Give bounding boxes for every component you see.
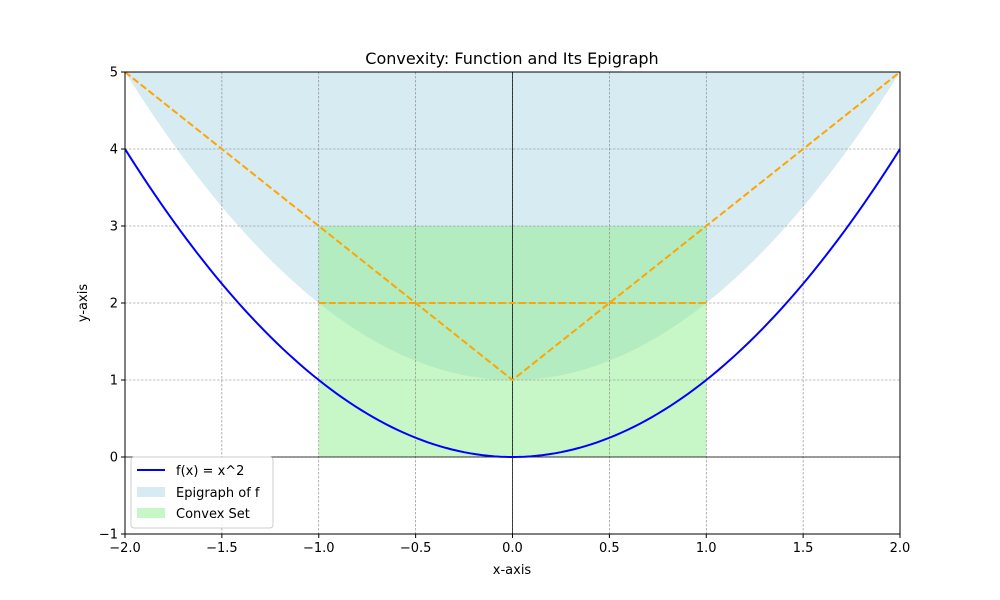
legend-box [130, 456, 274, 529]
x-ticks: −2.0 −1.5 −1.0 −0.5 0.0 0.5 1.0 1.5 2.0 [109, 534, 910, 556]
y-tick-label: 0 [110, 451, 118, 466]
x-tick-label: −2.0 [109, 541, 141, 556]
x-tick-label: 1.0 [696, 541, 717, 556]
y-tick-label: 4 [110, 143, 118, 158]
y-ticks: −1 0 1 2 3 4 5 [99, 66, 125, 543]
legend-swatch-epigraph [137, 487, 165, 497]
dashed-line-1 [125, 72, 900, 382]
x-tick-label: 1.5 [793, 541, 814, 556]
y-tick-label: 5 [110, 66, 118, 81]
legend-swatch-convex-set [137, 508, 165, 518]
function-line [125, 148, 900, 459]
y-tick-label: 2 [110, 297, 118, 312]
line-layer [125, 72, 900, 459]
chart-title: Convexity: Function and Its Epigraph [365, 49, 658, 68]
legend-label-epigraph: Epigraph of f [176, 486, 260, 501]
legend: f(x) = x^2 Epigraph of f Convex Set [130, 456, 274, 529]
x-axis-label: x-axis [493, 563, 532, 578]
y-axis-label: y-axis [76, 284, 91, 322]
x-tick-label: 2.0 [890, 541, 911, 556]
x-tick-label: 0.0 [502, 541, 523, 556]
y-tick-label: 3 [110, 220, 118, 235]
y-tick-label: 1 [110, 374, 118, 389]
x-tick-label: 0.5 [599, 541, 620, 556]
x-tick-label: −0.5 [400, 541, 432, 556]
x-tick-label: −1.5 [206, 541, 238, 556]
legend-label-function: f(x) = x^2 [176, 464, 244, 479]
legend-label-convex-set: Convex Set [176, 507, 250, 522]
y-tick-label: −1 [99, 528, 118, 543]
x-tick-label: −1.0 [303, 541, 335, 556]
